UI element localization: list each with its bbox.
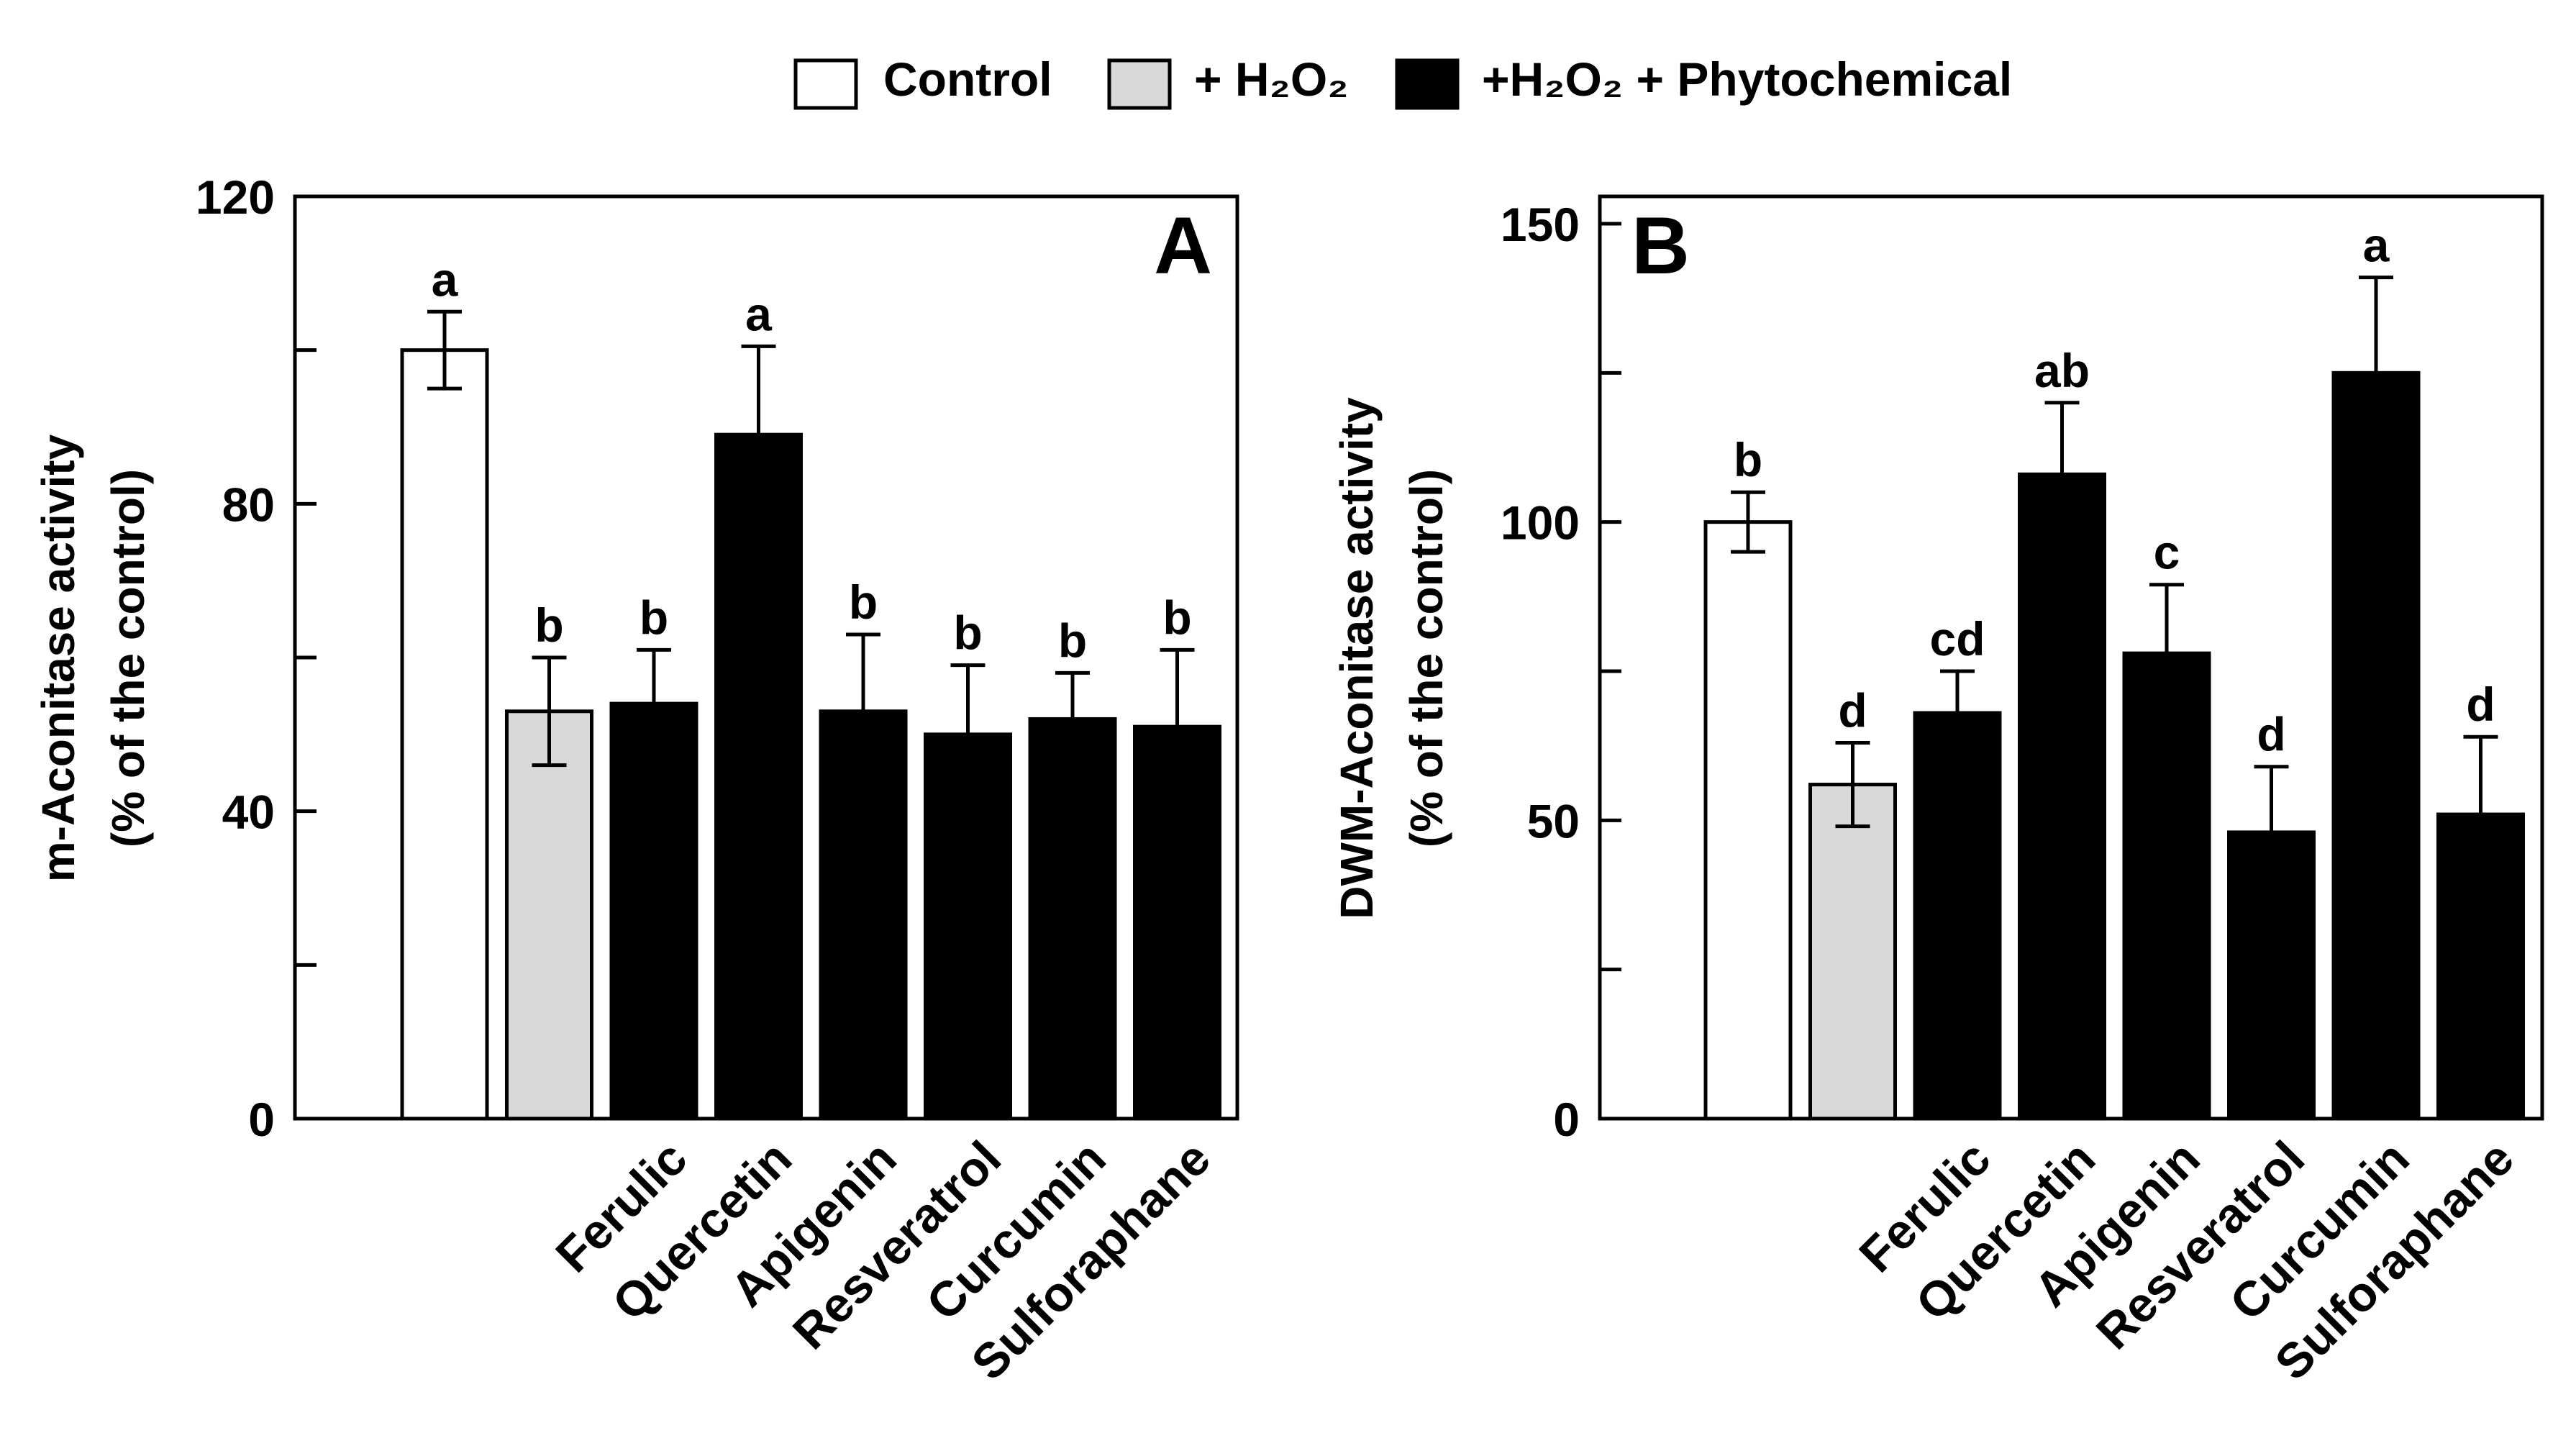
- panel-b-significance-letter: cd: [1929, 612, 1985, 665]
- panel-b-significance-letter: ab: [2034, 344, 2090, 397]
- panel-b-bar: [2331, 370, 2421, 1121]
- panel-a-bar: [924, 732, 1012, 1121]
- panel-a-significance-letter: b: [1058, 614, 1087, 667]
- panel-a-bar: [505, 709, 593, 1121]
- panel-b-significance-letter: d: [1838, 684, 1867, 737]
- panel-a-label: A: [1154, 201, 1212, 291]
- panel-b-bar: [2122, 651, 2211, 1121]
- panel-a-bar: [1133, 724, 1221, 1121]
- panel-a-ytick-label: 0: [248, 1093, 275, 1146]
- panel-b-ylabel-line2: (% of the control): [1401, 469, 1452, 847]
- panel-a-significance-letter: a: [745, 287, 773, 340]
- legend-label-h2o2: + H₂O₂: [1194, 53, 1349, 106]
- panel-a-significance-letter: b: [849, 576, 878, 629]
- panel-a-significance-letter: a: [432, 253, 459, 306]
- panel-b-ytick-label: 0: [1553, 1093, 1580, 1146]
- panel-b-ylabel-line1: DWM-Aconitase activity: [1331, 397, 1383, 919]
- panel-a-ytick-label: 80: [222, 478, 275, 531]
- panel-b-ytick-label: 150: [1501, 198, 1580, 251]
- panel-a-bar: [714, 432, 803, 1121]
- legend-swatch-control: [793, 58, 858, 110]
- panel-a-bar: [1028, 717, 1117, 1121]
- legend: Control + H₂O₂ +H₂O₂ + Phytochemical: [793, 53, 2012, 110]
- panel-a-bar: [609, 701, 698, 1121]
- legend-label-phytochemical: +H₂O₂ + Phytochemical: [1482, 53, 2012, 106]
- panel-a-ylabel-line1: m-Aconitase activity: [32, 434, 84, 882]
- panel-b-significance-letter: a: [2363, 219, 2390, 272]
- panel-a-significance-letter: b: [534, 599, 563, 652]
- panel-b-bar: [1913, 711, 2002, 1121]
- panel-b-bar: [2227, 830, 2316, 1121]
- legend-swatch-h2o2: [1107, 58, 1172, 110]
- panel-b-bar: [1703, 520, 1793, 1121]
- panel-a-significance-letter: b: [953, 606, 982, 660]
- panel-b-ytick-label: 100: [1501, 496, 1580, 550]
- legend-swatch-phytochemical: [1395, 58, 1460, 110]
- panel-b-bar: [2436, 812, 2525, 1121]
- panel-b-bar: [1808, 783, 1897, 1121]
- panel-b-significance-letter: c: [2154, 526, 2180, 579]
- panel-a-significance-letter: b: [640, 591, 668, 644]
- panel-a-bar: [400, 348, 489, 1121]
- panel-b-significance-letter: d: [2466, 678, 2495, 731]
- panel-b: B DWM-Aconitase activity (% of the contr…: [1331, 194, 2544, 1391]
- panel-a-ytick-label: 120: [196, 170, 275, 224]
- panel-a-ylabel-line2: (% of the control): [102, 469, 154, 847]
- panel-a-ytick-label: 40: [222, 786, 275, 839]
- legend-label-control: Control: [883, 53, 1052, 106]
- panel-b-bar: [2018, 472, 2106, 1121]
- panel-b-label: B: [1631, 201, 1690, 291]
- panel-b-ytick-label: 50: [1527, 794, 1580, 847]
- panel-a-bar: [819, 709, 908, 1121]
- panel-a: A m-Aconitase activity (% of the control…: [32, 170, 1239, 1391]
- panel-b-significance-letter: b: [1734, 433, 1762, 486]
- panel-a-significance-letter: b: [1162, 591, 1191, 644]
- panel-b-significance-letter: d: [2257, 708, 2285, 761]
